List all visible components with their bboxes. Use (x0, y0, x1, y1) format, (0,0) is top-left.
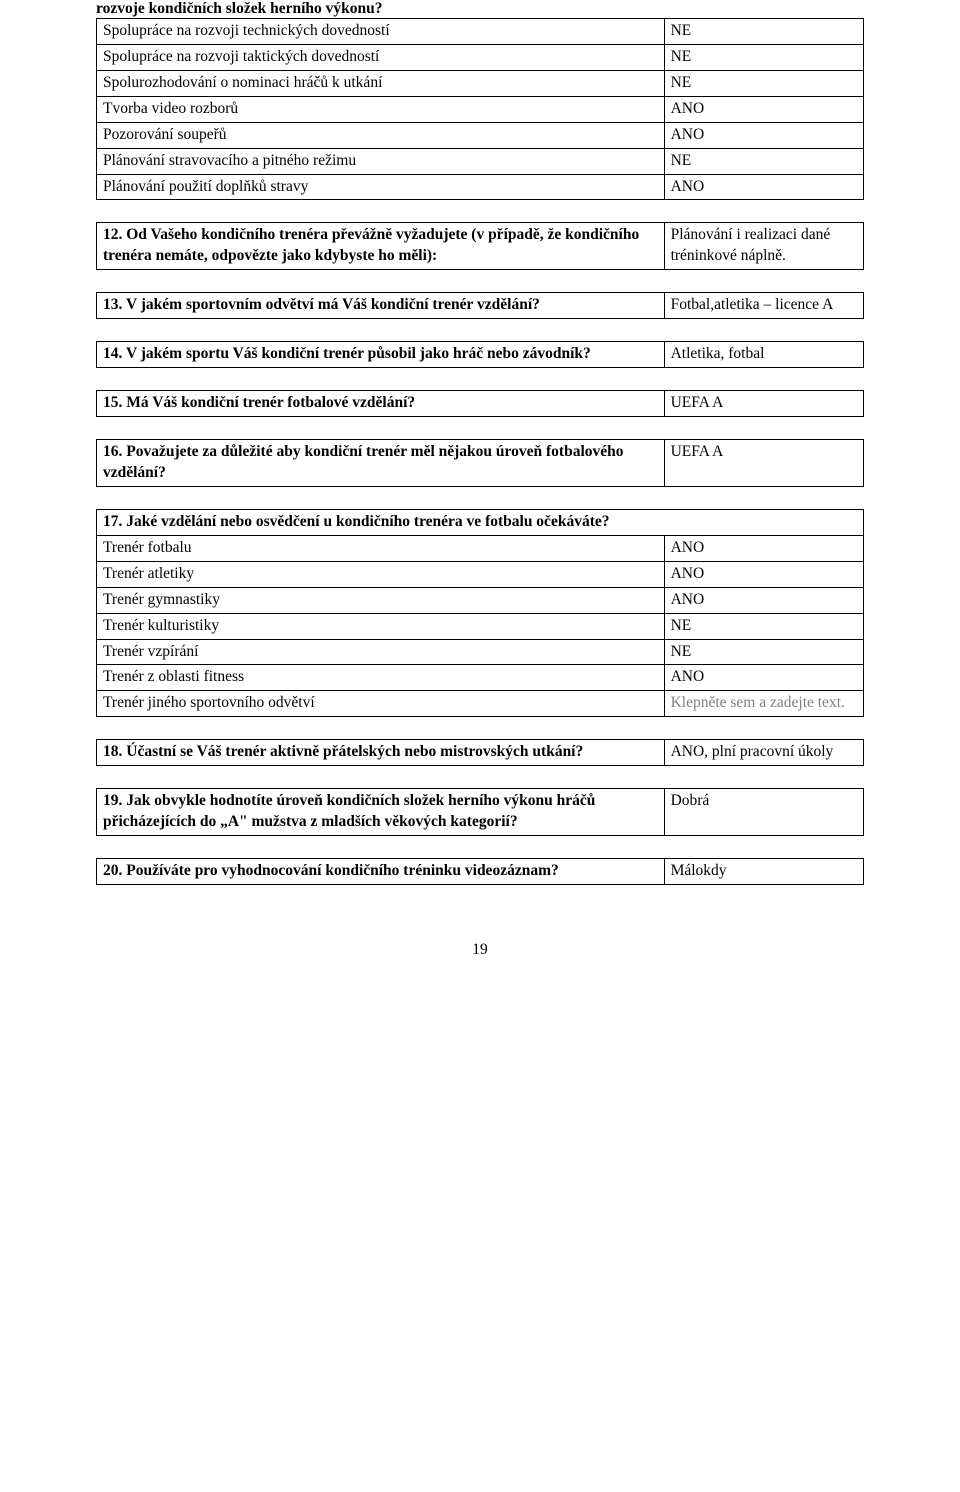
q13-block: 13. V jakém sportovním odvětví má Váš ko… (96, 292, 864, 319)
answer-cell: ANO, plní pracovní úkoly (664, 740, 863, 766)
label-cell: Plánování stravovacího a pitného režimu (97, 148, 665, 174)
label-cell: Trenér vzpírání (97, 639, 665, 665)
value-cell: Klepněte sem a zadejte text. (664, 691, 863, 717)
label-cell: Spolupráce na rozvoji technických dovedn… (97, 19, 665, 45)
question-cell: 20. Používáte pro vyhodnocování kondiční… (97, 859, 665, 885)
table-row: 18. Účastní se Váš trenér aktivně přátel… (97, 740, 864, 766)
table-row: Trenér fotbaluANO (97, 535, 864, 561)
table-row: Trenér z oblasti fitnessANO (97, 665, 864, 691)
question-cell: 18. Účastní se Váš trenér aktivně přátel… (97, 740, 665, 766)
question-cell: 13. V jakém sportovním odvětví má Váš ko… (97, 293, 665, 319)
table1: Spolupráce na rozvoji technických dovedn… (96, 18, 864, 200)
label-cell: Spolupráce na rozvoji taktických dovedno… (97, 44, 665, 70)
q20-table: 20. Používáte pro vyhodnocování kondiční… (96, 858, 864, 885)
question-cell: 17. Jaké vzdělání nebo osvědčení u kondi… (97, 509, 864, 535)
answer-cell: Atletika, fotbal (664, 342, 863, 368)
table-row: Plánování použití doplňků stravyANO (97, 174, 864, 200)
table-row: Trenér gymnastikyANO (97, 587, 864, 613)
answer-cell: Plánování i realizaci dané tréninkové ná… (664, 223, 863, 270)
lead-text: rozvoje kondičních složek herního výkonu… (96, 0, 864, 18)
label-cell: Trenér jiného sportovního odvětví (97, 691, 665, 717)
value-cell: NE (664, 19, 863, 45)
table-row: Trenér vzpíráníNE (97, 639, 864, 665)
value-cell: ANO (664, 122, 863, 148)
table-row: 16. Považujete za důležité aby kondiční … (97, 440, 864, 487)
table-row: 20. Používáte pro vyhodnocování kondiční… (97, 859, 864, 885)
q17-table: 17. Jaké vzdělání nebo osvědčení u kondi… (96, 509, 864, 717)
table-row: Plánování stravovacího a pitného režimuN… (97, 148, 864, 174)
answer-cell: UEFA A (664, 440, 863, 487)
label-cell: Pozorování soupeřů (97, 122, 665, 148)
label-cell: Trenér kulturistiky (97, 613, 665, 639)
value-cell: NE (664, 70, 863, 96)
q13-table: 13. V jakém sportovním odvětví má Váš ko… (96, 292, 864, 319)
value-cell: NE (664, 148, 863, 174)
q20-block: 20. Používáte pro vyhodnocování kondiční… (96, 858, 864, 885)
question-cell: 16. Považujete za důležité aby kondiční … (97, 440, 665, 487)
value-cell: NE (664, 44, 863, 70)
q15-table: 15. Má Váš kondiční trenér fotbalové vzd… (96, 390, 864, 417)
answer-cell: Málokdy (664, 859, 863, 885)
value-cell: ANO (664, 535, 863, 561)
document-page: rozvoje kondičních složek herního výkonu… (0, 0, 960, 999)
table-row: Trenér atletikyANO (97, 561, 864, 587)
q18-block: 18. Účastní se Váš trenér aktivně přátel… (96, 739, 864, 766)
q16-table: 16. Považujete za důležité aby kondiční … (96, 439, 864, 487)
table-row: 12. Od Vašeho kondičního trenéra převážn… (97, 223, 864, 270)
table-row: 13. V jakém sportovním odvětví má Váš ko… (97, 293, 864, 319)
label-cell: Trenér z oblasti fitness (97, 665, 665, 691)
q19-table: 19. Jak obvykle hodnotíte úroveň kondičn… (96, 788, 864, 836)
table-row: 19. Jak obvykle hodnotíte úroveň kondičn… (97, 789, 864, 836)
label-cell: Plánování použití doplňků stravy (97, 174, 665, 200)
table-row: 17. Jaké vzdělání nebo osvědčení u kondi… (97, 509, 864, 535)
value-cell: ANO (664, 96, 863, 122)
value-cell: ANO (664, 587, 863, 613)
q17-block: 17. Jaké vzdělání nebo osvědčení u kondi… (96, 509, 864, 717)
table-row: Spolurozhodování o nominaci hráčů k utká… (97, 70, 864, 96)
table1-block: rozvoje kondičních složek herního výkonu… (96, 0, 864, 200)
table-row: Pozorování soupeřůANO (97, 122, 864, 148)
label-cell: Spolurozhodování o nominaci hráčů k utká… (97, 70, 665, 96)
table-row: Trenér jiného sportovního odvětvíKlepnět… (97, 691, 864, 717)
question-cell: 14. V jakém sportu Váš kondiční trenér p… (97, 342, 665, 368)
label-cell: Trenér fotbalu (97, 535, 665, 561)
q18-table: 18. Účastní se Váš trenér aktivně přátel… (96, 739, 864, 766)
question-cell: 12. Od Vašeho kondičního trenéra převážn… (97, 223, 665, 270)
table-row: 15. Má Váš kondiční trenér fotbalové vzd… (97, 391, 864, 417)
table-row: Spolupráce na rozvoji technických dovedn… (97, 19, 864, 45)
q14-table: 14. V jakém sportu Váš kondiční trenér p… (96, 341, 864, 368)
table-row: Tvorba video rozborůANO (97, 96, 864, 122)
label-cell: Trenér gymnastiky (97, 587, 665, 613)
value-cell: NE (664, 639, 863, 665)
page-number: 19 (96, 941, 864, 959)
value-cell: ANO (664, 561, 863, 587)
q12-table: 12. Od Vašeho kondičního trenéra převážn… (96, 222, 864, 270)
question-cell: 19. Jak obvykle hodnotíte úroveň kondičn… (97, 789, 665, 836)
q12-block: 12. Od Vašeho kondičního trenéra převážn… (96, 222, 864, 270)
q15-block: 15. Má Váš kondiční trenér fotbalové vzd… (96, 390, 864, 417)
value-cell: ANO (664, 665, 863, 691)
table-row: Spolupráce na rozvoji taktických dovedno… (97, 44, 864, 70)
value-cell: ANO (664, 174, 863, 200)
q14-block: 14. V jakém sportu Váš kondiční trenér p… (96, 341, 864, 368)
table-row: 14. V jakém sportu Váš kondiční trenér p… (97, 342, 864, 368)
table-row: Trenér kulturistikyNE (97, 613, 864, 639)
label-cell: Tvorba video rozborů (97, 96, 665, 122)
label-cell: Trenér atletiky (97, 561, 665, 587)
question-cell: 15. Má Váš kondiční trenér fotbalové vzd… (97, 391, 665, 417)
answer-cell: Fotbal,atletika – licence A (664, 293, 863, 319)
q19-block: 19. Jak obvykle hodnotíte úroveň kondičn… (96, 788, 864, 836)
value-cell: NE (664, 613, 863, 639)
q16-block: 16. Považujete za důležité aby kondiční … (96, 439, 864, 487)
answer-cell: UEFA A (664, 391, 863, 417)
answer-cell: Dobrá (664, 789, 863, 836)
